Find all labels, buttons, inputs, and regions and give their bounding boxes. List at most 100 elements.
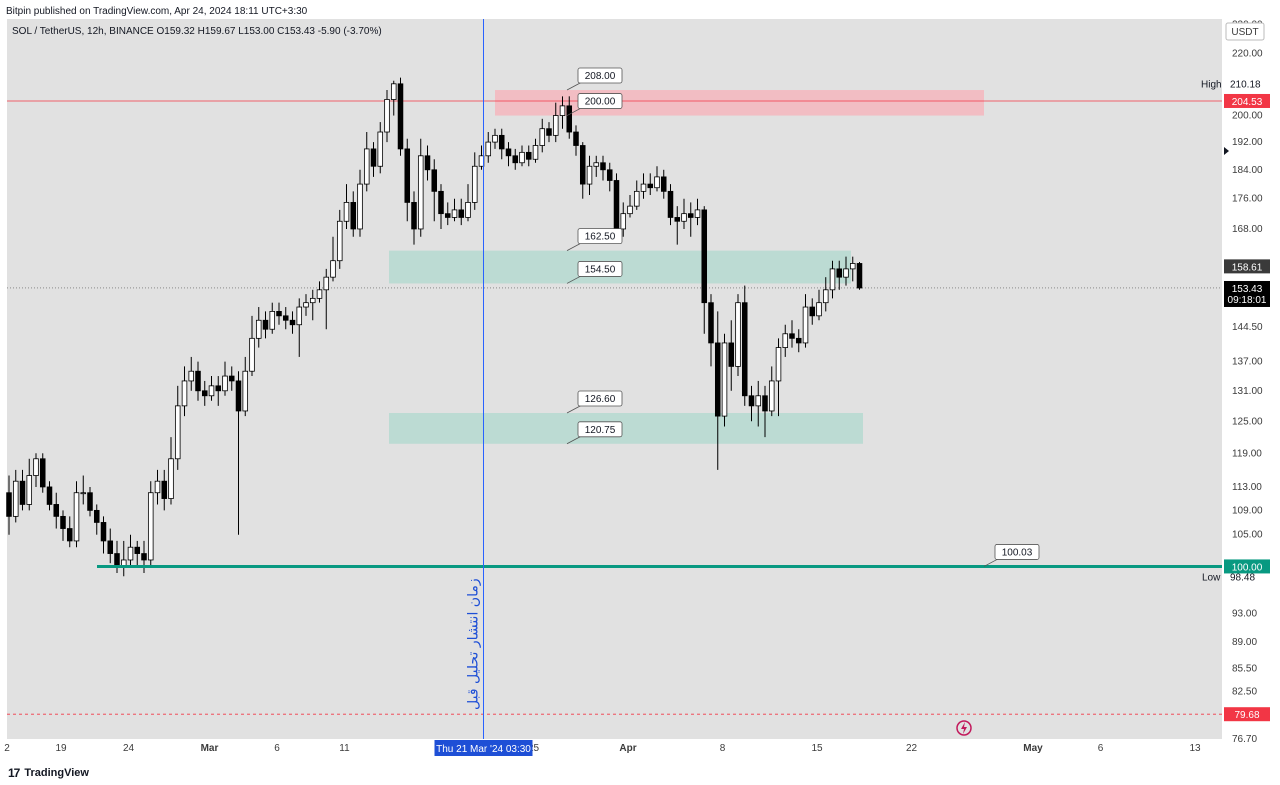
candle[interactable] xyxy=(107,540,114,554)
candle[interactable] xyxy=(714,342,721,417)
candle[interactable] xyxy=(39,458,46,488)
candle[interactable] xyxy=(350,202,357,230)
candle[interactable] xyxy=(303,302,309,308)
candle[interactable] xyxy=(640,183,647,192)
candle[interactable] xyxy=(573,131,579,146)
candle[interactable] xyxy=(53,504,60,517)
candle[interactable] xyxy=(485,141,492,157)
support-zone-lower-bottom-label-box[interactable] xyxy=(577,421,623,438)
candle[interactable] xyxy=(741,302,748,397)
candle[interactable] xyxy=(282,315,289,321)
lightning-icon[interactable] xyxy=(956,720,972,736)
candle[interactable] xyxy=(127,546,134,561)
candle[interactable] xyxy=(222,375,228,392)
candle[interactable] xyxy=(93,509,100,523)
candle[interactable] xyxy=(228,375,235,382)
candle[interactable] xyxy=(424,155,431,171)
candle[interactable] xyxy=(492,134,498,143)
candle[interactable] xyxy=(161,480,168,499)
candle[interactable] xyxy=(255,319,262,339)
candle[interactable] xyxy=(471,165,478,203)
candle[interactable] xyxy=(748,395,755,407)
support-zone-upper-bottom-label-box[interactable] xyxy=(577,261,623,277)
candle[interactable] xyxy=(343,202,350,222)
candle[interactable] xyxy=(735,302,741,367)
candle[interactable] xyxy=(552,115,559,136)
resistance-zone-top-label-box[interactable] xyxy=(577,67,623,84)
candle[interactable] xyxy=(235,380,242,412)
candle[interactable] xyxy=(296,306,303,326)
support-zone-upper-top-label-box[interactable] xyxy=(577,228,623,245)
candle[interactable] xyxy=(728,342,735,367)
candle[interactable] xyxy=(309,297,316,304)
candle[interactable] xyxy=(431,169,438,192)
candle[interactable] xyxy=(26,475,33,505)
candle[interactable] xyxy=(465,202,471,218)
candle[interactable] xyxy=(188,370,195,382)
candle[interactable] xyxy=(100,522,107,542)
candle[interactable] xyxy=(289,319,296,326)
candle[interactable] xyxy=(404,148,411,203)
candle[interactable] xyxy=(181,380,188,407)
currency-button[interactable] xyxy=(1225,22,1265,41)
candle[interactable] xyxy=(154,480,161,494)
candle[interactable] xyxy=(762,395,768,412)
candle[interactable] xyxy=(458,209,465,218)
candle[interactable] xyxy=(80,492,87,495)
candle[interactable] xyxy=(19,480,26,505)
candle[interactable] xyxy=(370,148,377,167)
candle[interactable] xyxy=(546,128,552,136)
candle[interactable] xyxy=(856,263,863,289)
candle[interactable] xyxy=(444,213,451,218)
candle[interactable] xyxy=(620,213,627,230)
candle[interactable] xyxy=(330,260,336,278)
candle[interactable] xyxy=(377,131,384,167)
candle[interactable] xyxy=(242,370,249,412)
candle[interactable] xyxy=(802,306,809,344)
candle[interactable] xyxy=(687,213,694,218)
candle[interactable] xyxy=(168,458,174,499)
candle[interactable] xyxy=(660,176,667,192)
candle[interactable] xyxy=(323,276,330,291)
candle[interactable] xyxy=(674,217,681,222)
candle[interactable] xyxy=(539,128,546,146)
candle[interactable] xyxy=(789,333,795,339)
candle[interactable] xyxy=(843,268,849,278)
candle[interactable] xyxy=(66,528,73,542)
candle[interactable] xyxy=(336,220,343,262)
time-axis[interactable] xyxy=(7,739,1222,758)
candle[interactable] xyxy=(249,337,255,372)
candle[interactable] xyxy=(276,311,282,317)
candle[interactable] xyxy=(390,83,397,100)
tradingview-brand[interactable]: 17 TradingView xyxy=(8,766,89,780)
candle[interactable] xyxy=(498,134,505,150)
candle[interactable] xyxy=(694,209,701,218)
candle[interactable] xyxy=(174,405,181,460)
candle[interactable] xyxy=(519,151,525,164)
candle[interactable] xyxy=(134,546,141,554)
candle[interactable] xyxy=(417,155,424,230)
candle[interactable] xyxy=(721,342,728,417)
candle[interactable] xyxy=(215,385,222,392)
candle[interactable] xyxy=(438,190,444,215)
candle[interactable] xyxy=(195,370,201,392)
candle[interactable] xyxy=(512,155,519,164)
candle[interactable] xyxy=(532,145,539,160)
support-line-label-box[interactable] xyxy=(994,544,1040,560)
scroll-right-icon[interactable] xyxy=(1224,147,1229,155)
candle[interactable] xyxy=(829,268,836,291)
candle[interactable] xyxy=(809,306,816,317)
candle[interactable] xyxy=(586,165,593,185)
candle[interactable] xyxy=(667,190,674,218)
candle[interactable] xyxy=(849,263,856,270)
candle[interactable] xyxy=(384,99,390,133)
price-axis[interactable] xyxy=(1222,19,1280,758)
candle[interactable] xyxy=(73,492,80,542)
candle[interactable] xyxy=(579,145,586,185)
candle[interactable] xyxy=(654,176,660,189)
candle[interactable] xyxy=(269,311,276,330)
candle[interactable] xyxy=(593,162,600,167)
candle[interactable] xyxy=(566,105,573,133)
candle[interactable] xyxy=(775,347,782,382)
